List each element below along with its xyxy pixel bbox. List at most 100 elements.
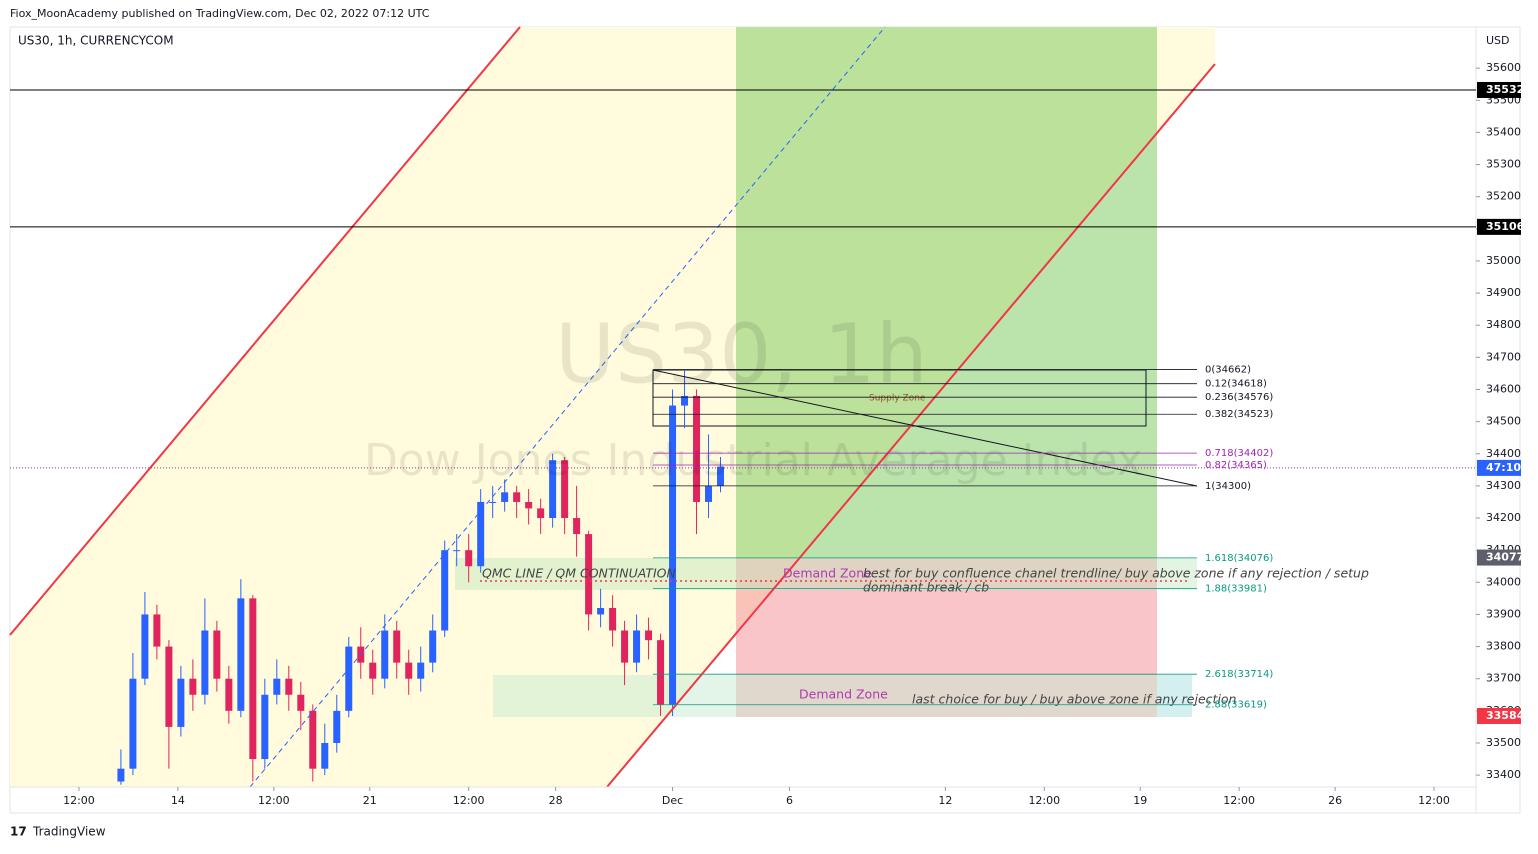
y-tick-label: 35600	[1486, 61, 1521, 74]
candle-body	[489, 501, 497, 503]
fib-label: 0.12(34618)	[1205, 379, 1267, 390]
demand-zone	[493, 675, 1192, 717]
candle-body	[621, 630, 629, 663]
fib-label: 1(34300)	[1205, 481, 1251, 492]
fib-label: 0.718(34402)	[1205, 448, 1273, 459]
x-tick-label: 6	[786, 794, 793, 807]
y-tick-label: 34000	[1486, 575, 1521, 588]
candle-body	[321, 742, 329, 769]
price-badge	[1477, 459, 1521, 476]
watermark: US30, 1h	[555, 307, 928, 402]
price-badge-label: 35532	[1486, 83, 1524, 96]
candle-body	[273, 678, 281, 695]
channel-line	[9, 26, 521, 636]
candle-body	[585, 534, 593, 615]
x-tick-label: Dec	[662, 794, 683, 807]
candle-body	[309, 710, 317, 769]
x-tick-label: 19	[1133, 794, 1147, 807]
fib-label: 0.382(34523)	[1205, 409, 1273, 420]
y-tick-label: 35300	[1486, 158, 1521, 171]
y-tick-label: 34200	[1486, 511, 1521, 524]
candle-body	[453, 550, 461, 552]
candle-body	[717, 466, 725, 486]
candle-body	[129, 678, 137, 769]
currency: USD	[1486, 34, 1510, 47]
y-tick-label: 35200	[1486, 190, 1521, 203]
price-badge	[1477, 81, 1521, 98]
fib-trend	[652, 369, 1198, 487]
candle-body	[249, 598, 257, 760]
candle-body	[693, 395, 701, 502]
x-tick-label: 14	[171, 794, 185, 807]
y-tick-label: 34800	[1486, 318, 1521, 331]
fib-label: 2.88(33619)	[1205, 700, 1267, 711]
x-tick-label: 12:00	[1418, 794, 1450, 807]
annotation: Demand Zone	[783, 566, 872, 581]
candle-body	[405, 662, 413, 679]
annotation: dominant break / cb	[863, 580, 989, 595]
candle-body	[645, 630, 653, 641]
brand: TradingView	[32, 825, 106, 839]
x-tick-label: 12:00	[258, 794, 290, 807]
price-badge-label: 33584	[1486, 709, 1525, 722]
annotation: Supply Zone	[869, 394, 926, 404]
candle-body	[561, 460, 569, 519]
y-tick-label: 34300	[1486, 479, 1521, 492]
price-badge-label: 47:10	[1486, 461, 1521, 474]
candle-body	[369, 662, 377, 679]
price-badge-label: 34077	[1486, 551, 1524, 564]
candle-body	[597, 608, 605, 615]
y-tick-label: 35400	[1486, 125, 1521, 138]
y-tick-label: 34500	[1486, 415, 1521, 428]
profit-zone	[736, 27, 1157, 558]
supply-zone	[652, 369, 1147, 427]
annotation: Demand Zone	[799, 687, 888, 702]
x-tick-label: 12:00	[453, 794, 485, 807]
candle-body	[429, 630, 437, 663]
candle-body	[525, 501, 533, 509]
price-badge	[1477, 707, 1521, 724]
fib-label: 0(34662)	[1205, 365, 1251, 376]
y-tick-label: 34400	[1486, 447, 1521, 460]
x-tick-label: 12:00	[1223, 794, 1255, 807]
candle-body	[141, 614, 149, 679]
candle-body	[297, 694, 305, 711]
candle-body	[153, 614, 161, 647]
x-tick-label: 21	[363, 794, 377, 807]
annotation: best for buy confluence chanel trendline…	[863, 566, 1369, 581]
x-tick-label: 28	[549, 794, 563, 807]
candle-body	[165, 646, 173, 727]
x-tick-label: 12	[938, 794, 952, 807]
fib-label: 2.618(33714)	[1205, 669, 1273, 680]
y-tick-label: 33800	[1486, 640, 1521, 653]
candle-body	[681, 395, 689, 406]
candle-body	[261, 694, 269, 760]
y-tick-label: 35000	[1486, 254, 1521, 267]
candle-body	[465, 550, 473, 567]
candle-body	[393, 630, 401, 663]
y-tick-label: 33400	[1486, 768, 1521, 781]
candle-body	[609, 608, 617, 631]
candle-body	[549, 460, 557, 519]
price-badge-label: 35106	[1486, 220, 1525, 233]
trend-line	[249, 26, 886, 788]
price-badge	[1477, 549, 1521, 566]
candle-body	[117, 768, 125, 782]
y-tick-label: 34700	[1486, 350, 1521, 363]
candle-body	[213, 630, 221, 679]
candle-body	[705, 485, 713, 502]
candle-body	[669, 405, 677, 705]
candle-body	[201, 630, 209, 695]
fib-label: 1.618(34076)	[1205, 553, 1273, 564]
brand-logo: 17	[10, 825, 27, 839]
annotation: QMC LINE / QM CONTINUATION	[482, 566, 677, 581]
candle-body	[345, 646, 353, 711]
publisher: Fiox_MoonAcademy published on TradingVie…	[10, 7, 430, 20]
price-badge	[1477, 218, 1521, 235]
fib-label: 0.236(34576)	[1205, 392, 1273, 403]
candle-body	[333, 710, 341, 743]
fib-label: 0.82(34365)	[1205, 460, 1267, 471]
candle-body	[537, 508, 545, 519]
fib-label: 1.88(33981)	[1205, 583, 1267, 594]
candle-body	[381, 630, 389, 679]
